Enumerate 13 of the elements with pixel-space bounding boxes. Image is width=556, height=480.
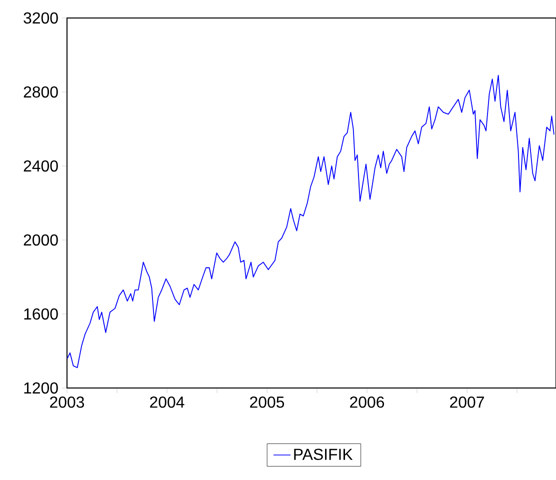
x-tick-label: 2005 <box>250 396 284 408</box>
y-tick-label: 2400 <box>24 160 58 172</box>
x-tick-label: 2006 <box>350 396 384 408</box>
y-tick-label: 3200 <box>24 12 58 24</box>
x-tick-label: 2003 <box>50 396 84 408</box>
y-tick-label: 1600 <box>24 308 58 320</box>
y-tick-label: 2800 <box>24 86 58 98</box>
legend-label: PASIFIK <box>294 448 353 460</box>
line-series <box>67 74 554 368</box>
y-tick-label: 2000 <box>24 234 58 246</box>
x-tick-label: 2007 <box>450 396 484 408</box>
x-tick-label: 2004 <box>150 396 184 408</box>
y-tick-label: 1200 <box>24 382 58 394</box>
